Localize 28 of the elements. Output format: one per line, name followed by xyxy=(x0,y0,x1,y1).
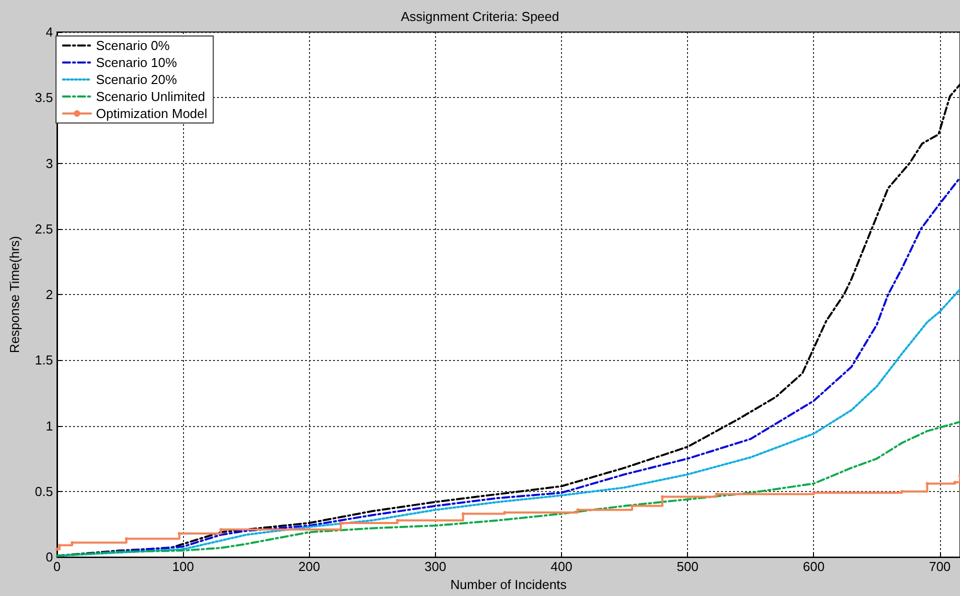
legend-label: Optimization Model xyxy=(96,106,208,121)
y-tick-label: 3.5 xyxy=(34,90,53,106)
y-tick-label: 4 xyxy=(46,24,53,40)
x-tick-label: 600 xyxy=(802,559,825,574)
chart-title: Assignment Criteria: Speed xyxy=(400,9,560,24)
x-tick-label: 400 xyxy=(550,559,572,574)
y-tick-label: 0.5 xyxy=(34,484,53,499)
x-axis-title: Number of Incidents xyxy=(450,577,568,592)
point xyxy=(953,480,956,484)
point xyxy=(630,504,634,508)
y-tick-label: 1.5 xyxy=(34,352,53,368)
x-tick-label: 500 xyxy=(676,559,698,574)
legend-label: Scenario 10% xyxy=(96,55,178,70)
y-tick-label: 2.5 xyxy=(34,221,53,236)
legend-label: Scenario Unlimited xyxy=(96,89,206,104)
legend-label: Scenario 20% xyxy=(96,72,178,87)
y-tick-label: 3 xyxy=(46,156,53,171)
y-axis-title: Response Time(hrs) xyxy=(7,236,22,354)
x-tick-label: 300 xyxy=(424,559,446,574)
x-tick-label: 100 xyxy=(172,559,194,574)
y-tick-label: 2 xyxy=(46,287,53,302)
y-tick-label: 1 xyxy=(46,418,53,434)
x-tick-label: 700 xyxy=(928,559,951,574)
y-tick-label: 0 xyxy=(46,550,53,565)
point xyxy=(576,508,580,512)
x-tick-label: 200 xyxy=(298,559,320,574)
point xyxy=(56,548,58,551)
legend-label: Scenario 0% xyxy=(96,38,170,53)
